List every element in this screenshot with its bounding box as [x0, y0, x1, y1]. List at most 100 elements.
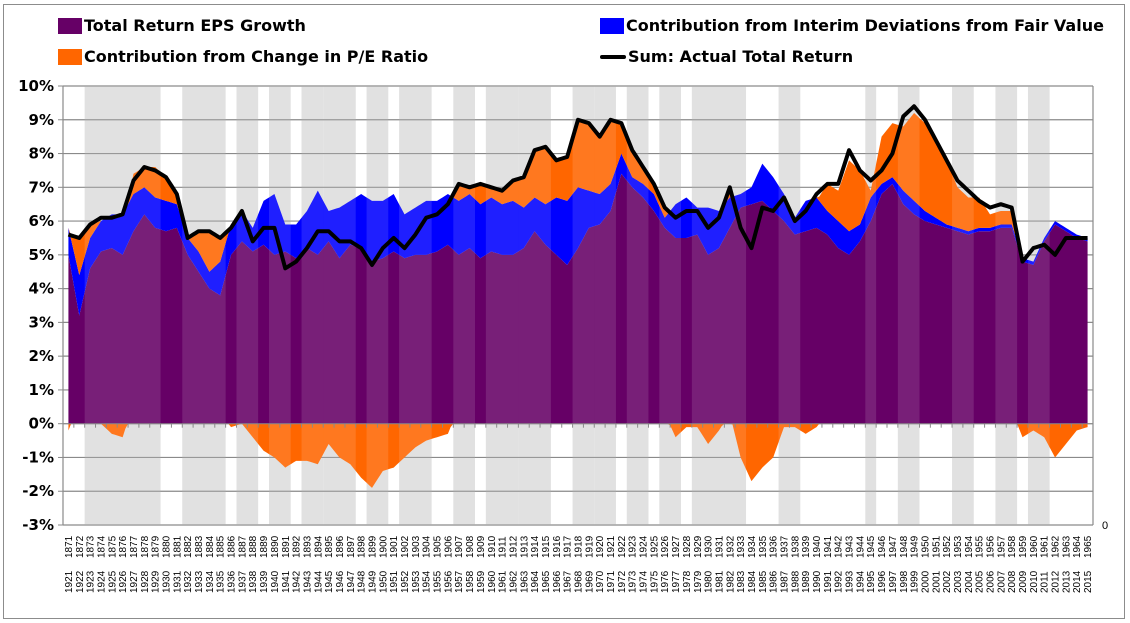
- area-pe-change-positive: [68, 113, 1088, 276]
- x-tick-label-start-year: 1906: [443, 535, 454, 558]
- x-tick-label-start-year: 1929: [693, 535, 704, 558]
- x-tick-label-start-year: 1911: [498, 536, 509, 558]
- legend-label-eps-growth: Total Return EPS Growth: [84, 16, 306, 35]
- x-tick-label-start-year: 1951: [931, 535, 942, 558]
- y-tick-label: 3%: [29, 313, 54, 331]
- x-tick-label-start-year: 1963: [1061, 535, 1072, 558]
- recession-band-overlay: [323, 86, 356, 525]
- x-tick-label-start-year: 1925: [649, 535, 660, 558]
- x-tick-label-start-year: 1941: [823, 535, 834, 558]
- x-tick-label-end-year: 2013: [1061, 570, 1072, 593]
- x-tick-label-end-year: 1933: [194, 570, 205, 593]
- x-tick-label-end-year: 2007: [996, 570, 1007, 593]
- x-tick-label-start-year: 1939: [801, 535, 812, 558]
- x-tick-label-end-year: 1964: [530, 570, 541, 593]
- y-axis-ticks: 10% 9% 8% 7% 6% 5% 4% 3% 2% 1% 0% -1% -2% -3%: [18, 77, 63, 534]
- x-tick-label-end-year: 1956: [443, 570, 454, 593]
- x-tick-label-end-year: 1942: [292, 570, 303, 593]
- x-tick-label-start-year: 1960: [1029, 535, 1040, 558]
- legend-swatch-orange: [58, 48, 82, 65]
- x-tick-label-start-year: 1887: [237, 535, 248, 558]
- x-tick-label-end-year: 1987: [780, 570, 791, 593]
- x-tick-label-start-year: 1935: [758, 535, 769, 558]
- x-tick-label-end-year: 1959: [476, 570, 487, 593]
- x-tick-label-end-year: 1998: [899, 570, 910, 593]
- legend-item-actual-total-return: Sum: Actual Total Return: [600, 47, 853, 66]
- y-tick-label: 6%: [29, 212, 54, 230]
- area-interim-deviations: [68, 153, 1088, 316]
- x-tick-label-start-year: 1922: [617, 535, 628, 558]
- x-tick-label-start-year: 1886: [227, 535, 238, 558]
- x-tick-label-end-year: 1948: [357, 570, 368, 593]
- x-tick-label-end-year: 1953: [411, 570, 422, 593]
- x-tick-label-end-year: 2003: [953, 570, 964, 593]
- recession-band-overlay: [626, 86, 649, 525]
- x-tick-label-end-year: 2014: [1072, 570, 1083, 593]
- x-tick-label-end-year: 2015: [1083, 570, 1094, 593]
- x-tick-label-start-year: 1915: [541, 535, 552, 558]
- axes: [62, 86, 1094, 525]
- y-tick-label: 1%: [29, 381, 54, 399]
- y-tick-label: -1%: [22, 448, 54, 466]
- x-tick-label-start-year: 1961: [1040, 535, 1051, 558]
- x-tick-label-end-year: 1947: [346, 570, 357, 593]
- x-tick-label-start-year: 1888: [248, 535, 259, 558]
- y-tick-label: 10%: [18, 77, 54, 95]
- x-tick-label-end-year: 1938: [248, 570, 259, 593]
- legend-swatch-blue: [600, 17, 624, 34]
- x-tick-label-start-year: 1928: [682, 535, 693, 558]
- x-tick-label-start-year: 1926: [660, 535, 671, 558]
- recession-band-overlay: [659, 86, 681, 525]
- x-tick-label-start-year: 1958: [1007, 535, 1018, 558]
- x-axis-ticks: 1871 1921 1872 1922 1873 1923 1874 1924 1875 1925…: [64, 535, 1094, 593]
- y-tick-label: 8%: [29, 145, 54, 163]
- x-tick-label-end-year: 1993: [845, 570, 856, 593]
- x-tick-label-end-year: 1958: [465, 570, 476, 593]
- x-tick-label-start-year: 1910: [487, 535, 498, 558]
- x-tick-label-start-year: 1904: [422, 535, 433, 558]
- recession-band-overlay: [995, 86, 1018, 525]
- y-tick-label: 0%: [29, 415, 54, 433]
- recession-band-overlay: [269, 86, 291, 525]
- x-tick-label-end-year: 1949: [368, 570, 379, 593]
- x-tick-label-start-year: 1905: [433, 535, 444, 558]
- x-tick-label-start-year: 1913: [519, 535, 530, 558]
- total-return-line-group: [67, 104, 1088, 271]
- x-tick-label-start-year: 1944: [855, 535, 866, 558]
- x-tick-label-end-year: 1981: [714, 570, 725, 593]
- x-tick-label-end-year: 1939: [259, 570, 270, 593]
- x-tick-label-end-year: 2011: [1040, 571, 1051, 593]
- x-tick-label-end-year: 1985: [758, 570, 769, 593]
- line-actual-total-return: [67, 104, 1088, 271]
- x-tick-label-start-year: 1959: [1018, 535, 1029, 558]
- x-tick-label-start-year: 1950: [920, 535, 931, 558]
- recession-band-overlay: [594, 86, 616, 525]
- x-tick-label-end-year: 1989: [801, 570, 812, 593]
- recession-band-overlay: [518, 86, 551, 525]
- y-tick-label: -2%: [22, 482, 54, 500]
- x-tick-label-end-year: 1927: [129, 570, 140, 593]
- x-tick-label-end-year: 1990: [812, 570, 823, 593]
- x-tick-label-start-year: 1897: [346, 535, 357, 558]
- x-tick-label-start-year: 1901: [389, 535, 400, 558]
- x-tick-label-end-year: 1992: [834, 570, 845, 593]
- recession-band-overlay: [236, 86, 259, 525]
- x-tick-label-end-year: 1926: [118, 570, 129, 593]
- x-tick-label-end-year: 1971: [606, 570, 617, 593]
- x-tick-label-start-year: 1936: [769, 535, 780, 558]
- x-tick-label-start-year: 1877: [129, 535, 140, 558]
- x-tick-label-end-year: 1946: [335, 570, 346, 593]
- stacked-areas: [68, 86, 1088, 525]
- x-tick-label-start-year: 1909: [476, 535, 487, 558]
- x-tick-label-end-year: 1962: [508, 570, 519, 593]
- x-tick-label-end-year: 1999: [910, 570, 921, 593]
- x-tick-label-end-year: 1936: [227, 570, 238, 593]
- x-tick-label-start-year: 1927: [671, 535, 682, 558]
- x-tick-label-end-year: 1925: [107, 570, 118, 593]
- x-tick-label-start-year: 1919: [584, 535, 595, 558]
- recession-band-overlay: [301, 86, 324, 525]
- x-tick-label-start-year: 1962: [1051, 535, 1062, 558]
- x-tick-label-start-year: 1899: [368, 535, 379, 558]
- x-tick-label-end-year: 1988: [790, 570, 801, 593]
